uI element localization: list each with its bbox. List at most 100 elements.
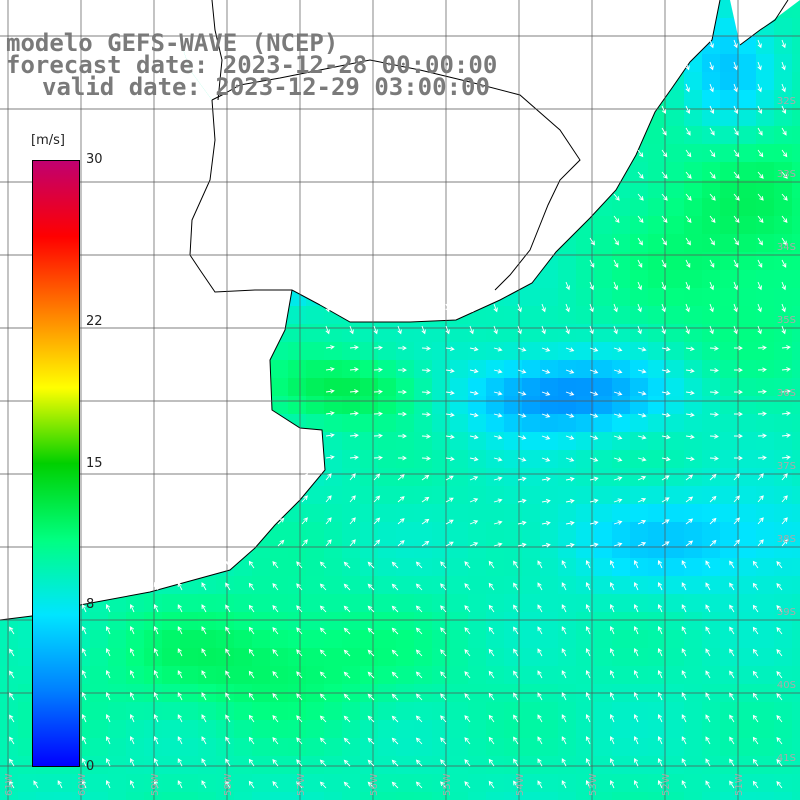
wind-speed-cell [414,594,433,613]
wind-speed-cell [522,522,541,541]
wind-arrow [637,497,647,503]
wind-arrow [325,433,335,438]
wind-speed-cell [126,666,145,685]
wind-speed-cell [648,468,667,487]
wind-speed-cell [738,144,757,163]
wind-arrow [589,498,599,504]
wind-speed-cell [270,756,289,775]
wind-speed-cell [756,558,775,577]
wind-speed-cell [324,432,343,451]
wind-speed-cell [738,774,757,793]
wind-speed-cell [396,504,415,523]
wind-speed-cell [774,378,793,397]
wind-speed-cell [774,504,793,523]
wind-speed-cell [738,162,757,181]
wind-speed-cell [468,630,487,649]
wind-arrow [272,648,279,657]
wind-speed-cell [666,756,685,775]
wind-arrow [541,435,551,440]
wind-arrow [709,259,715,268]
wind-speed-cell [486,774,505,793]
wind-speed-cell [288,594,307,613]
wind-arrow [9,714,15,723]
wind-speed-cell [198,612,217,631]
wind-arrow [733,539,741,547]
wind-speed-cell [558,774,577,793]
wind-arrow [537,714,543,723]
wind-arrow [541,325,546,335]
wind-arrow [129,603,135,613]
wind-speed-cell [702,126,721,145]
wind-arrow [105,779,111,789]
wind-speed-cell [576,558,595,577]
wind-arrow [709,368,719,373]
wind-speed-cell [756,468,775,487]
wind-arrow [757,39,762,49]
wind-arrow [657,735,663,745]
wind-speed-cell [576,738,595,757]
wind-arrow [319,759,327,767]
wind-speed-cell [306,612,325,631]
wind-speed-cell [576,252,595,271]
wind-arrow [469,520,479,525]
wind-arrow [709,434,719,439]
wind-arrow [561,604,567,613]
wind-arrow [589,281,594,291]
wind-speed-cell [234,774,253,793]
wind-arrow [776,560,783,569]
wind-arrow [657,581,663,591]
wind-speed-cell [738,558,757,577]
wind-speed-cell [792,630,800,649]
wind-arrow [613,435,623,440]
wind-speed-cell [738,378,757,397]
wind-speed-cell [756,306,775,325]
wind-speed-cell [378,378,397,397]
wind-arrow [709,193,716,201]
wind-speed-cell [360,396,379,415]
wind-speed-cell [684,324,703,343]
wind-arrow [440,759,447,767]
longitude-labels: 61W 60W 59W 58W 57W 56W 55W 54W 53W 52W 51W [4,773,745,796]
wind-speed-cell [252,576,271,595]
wind-arrow [776,648,783,657]
wind-speed-cell [738,54,757,73]
wind-speed-cell [648,558,667,577]
wind-speed-cell [648,576,667,595]
wind-speed-cell [576,468,595,487]
wind-speed-cell [450,450,469,469]
wind-arrow [296,561,303,569]
wind-arrow [272,714,279,723]
wind-speed-cell [486,738,505,757]
wind-speed-cell [234,612,253,631]
wind-arrow [757,539,764,547]
wind-speed-cell [576,504,595,523]
wind-speed-cell [396,540,415,559]
wind-arrow [391,627,399,635]
wind-speed-cell [792,216,800,235]
wind-speed-cell [612,378,631,397]
wind-arrow [177,582,183,591]
wind-speed-cell [630,216,649,235]
wind-speed-cell [684,234,703,253]
wind-speed-cell [432,432,451,451]
wind-speed-cell [414,702,433,721]
wind-arrow [469,434,479,440]
wind-speed-cell [324,378,343,397]
wind-arrow [201,604,207,613]
wind-arrow [513,560,519,569]
wind-arrow [319,671,327,679]
wind-speed-cell [630,288,649,307]
wind-arrow [129,625,135,635]
wind-speed-cell [792,738,800,757]
wind-speed-cell [774,702,793,721]
wind-arrow [225,692,231,701]
wind-speed-cell [702,702,721,721]
wind-speed-cell [144,594,163,613]
wind-arrow [661,149,668,158]
wind-arrow [681,670,687,679]
wind-speed-cell [360,540,379,559]
wind-speed-cell [684,540,703,559]
wind-arrow [177,626,183,635]
wind-speed-cell [306,558,325,577]
wind-speed-cell [414,324,433,343]
